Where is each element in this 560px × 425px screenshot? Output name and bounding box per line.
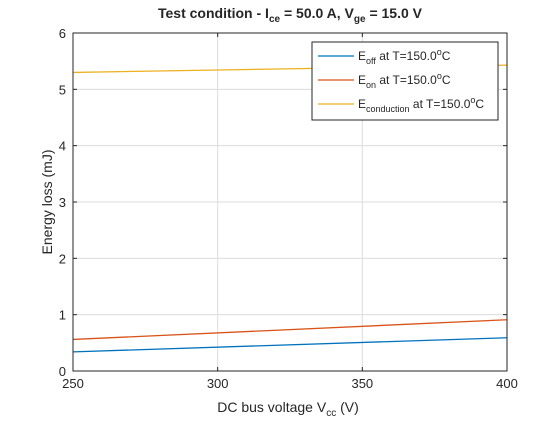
legend-end: C [442,49,451,63]
legend-entry-on: Eon at T=150.0oC [358,71,451,90]
series-line-off [72,337,508,353]
legend-box [311,41,499,121]
y-tick-label: 2 [59,251,66,266]
y-tick-label: 0 [59,364,66,379]
legend-entry-off: Eoff at T=150.0oC [358,47,451,66]
y-tick-label: 4 [59,139,66,154]
x-tick-label: 350 [351,376,373,391]
legend-sup: o [437,47,442,57]
legend-end: C [475,97,484,111]
xlabel-part-2: (V) [336,399,359,415]
legend-sup: o [470,95,475,105]
legend-main: E [358,97,366,111]
x-tick-label: 300 [207,376,229,391]
y-axis-label: Energy loss (mJ) [39,149,55,254]
title-sub-vge: ge [354,14,366,25]
legend-sup: o [437,71,442,81]
xlabel-sub: cc [326,408,336,419]
legend-main: E [358,49,366,63]
series-line-on [72,319,508,341]
legend-entry-conduction: Econduction at T=150.0oC [358,95,484,114]
y-tick-label: 1 [59,308,66,323]
legend-rest: at T=150.0 [376,49,437,63]
legend-sub: on [366,80,376,90]
x-tick-label: 250 [62,376,84,391]
legend-sub: off [366,56,376,66]
y-tick-label: 5 [59,82,66,97]
title-part-2: = 50.0 A, V [280,5,354,21]
legend-end: C [442,73,451,87]
chart-title: Test condition - Ice = 50.0 A, Vge = 15.… [158,5,423,25]
legend-rest: at T=150.0 [410,97,471,111]
title-part-3: = 15.0 V [366,5,423,21]
xlabel-part-1: DC bus voltage V [217,399,327,415]
axis-ticks: 250 300 350 400 0 1 2 3 4 5 6 [59,26,518,391]
legend-rest: at T=150.0 [376,73,437,87]
y-tick-label: 6 [59,26,66,41]
x-tick-label: 400 [496,376,518,391]
x-axis-label: DC bus voltage Vcc (V) [217,399,359,419]
title-part-1: Test condition - I [158,5,269,21]
legend-sub: conduction [366,104,410,114]
title-sub-ice: ce [269,14,281,25]
legend-main: E [358,73,366,87]
y-tick-label: 3 [59,195,66,210]
